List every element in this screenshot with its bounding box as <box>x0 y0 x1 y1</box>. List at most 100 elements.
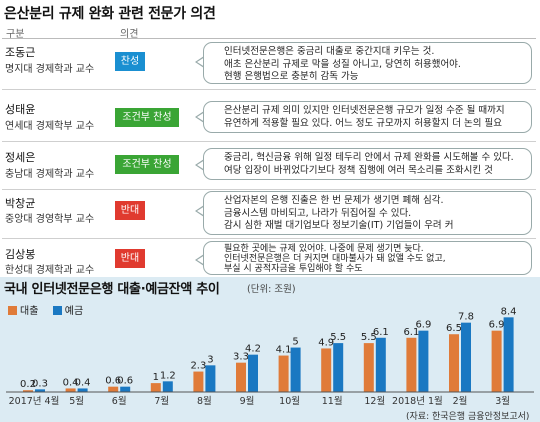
bubble-pointer-inner <box>197 112 205 122</box>
opinion-line: 유연하게 적용할 필요 있다. 어느 정도 규모까지 허용할지 더 논의 필요 <box>224 117 502 129</box>
stance-badge: 반대 <box>115 249 145 268</box>
bar-loan <box>449 334 459 392</box>
bubble-pointer-inner <box>197 255 205 265</box>
opinion-line: 인터넷전문은행은 더 커지면 대마불사가 돼 없앨 수도 없고, <box>224 254 446 264</box>
data-label-loan: 6.9 <box>489 320 505 331</box>
bubble-pointer-inner <box>197 160 205 170</box>
data-label-deposit: 6.1 <box>373 327 389 338</box>
x-tick-label: 7월 <box>154 395 169 407</box>
section-title: 은산분리 규제 완화 관련 전문가 의견 <box>4 6 216 22</box>
x-tick-label: 10월 <box>279 395 300 407</box>
expert-name: 김상봉 <box>5 248 36 261</box>
x-tick-label: 3월 <box>495 395 510 407</box>
expert-name: 정세은 <box>5 151 36 164</box>
x-tick-label: 11월 <box>322 395 343 407</box>
data-label-loan: 1 <box>153 372 159 383</box>
opinion-line: 감시 심한 재벌 대기업보다 정보기술(IT) 기업들이 우려 커 <box>224 220 454 231</box>
row-divider <box>2 238 536 239</box>
opinion-line: 은산분리 규제 의미 있지만 인터넷전문은행 규모가 일정 수준 될 때까지 <box>224 105 505 116</box>
column-header-expert: 구분 <box>6 29 25 40</box>
data-label-loan: 6.1 <box>403 327 419 338</box>
bar-loan <box>321 348 332 392</box>
data-label-deposit: 0.3 <box>32 378 48 389</box>
expert-affiliation: 연세대 경제학부 교수 <box>5 121 95 132</box>
data-label-loan: 6.5 <box>446 323 462 334</box>
opinion-bubble: 필요한 곳에는 규제 있어야. 나중에 문제 생기면 늦다. 인터넷전문은행은 … <box>203 241 532 275</box>
bar-deposit <box>418 330 429 392</box>
bar-deposit <box>333 343 344 392</box>
bar-deposit <box>375 337 386 392</box>
x-tick-label: 2017년 4월 <box>9 395 60 407</box>
expert-affiliation: 충남대 경제학과 교수 <box>5 169 95 180</box>
opinion-bubble: 은산분리 규제 의미 있지만 인터넷전문은행 규모가 일정 수준 될 때까지 유… <box>203 101 532 133</box>
data-label-loan: 0.6 <box>105 376 121 387</box>
bar-deposit <box>205 365 216 392</box>
legend-label-deposit: 예금 <box>64 306 84 317</box>
x-tick-label: 6월 <box>112 395 127 407</box>
legend-label-loan: 대출 <box>20 306 39 317</box>
opinion-bubble: 인터넷전문은행은 중금리 대출로 중간지대 키우는 것. 애초 은산분리 규제로… <box>203 42 532 84</box>
expert-affiliation: 중앙대 경영학부 교수 <box>5 214 95 225</box>
data-label-deposit: 6.9 <box>415 320 431 331</box>
data-label-loan: 5.5 <box>361 332 377 343</box>
chart-unit: (단위: 조원) <box>247 284 296 295</box>
data-label-deposit: 5.5 <box>330 332 346 343</box>
legend-swatch-deposit <box>52 306 62 315</box>
data-label-deposit: 0.6 <box>117 376 133 387</box>
bar-deposit <box>35 389 45 392</box>
expert-name: 박창균 <box>5 197 36 210</box>
data-label-deposit: 0.4 <box>75 377 91 388</box>
expert-affiliation: 한성대 경제학과 교수 <box>5 265 95 276</box>
data-label-loan: 0.2 <box>20 379 36 390</box>
data-label-deposit: 5 <box>292 337 298 348</box>
row-divider <box>2 189 536 190</box>
column-header-opinion: 의견 <box>120 29 139 40</box>
chart-title: 국내 인터넷전문은행 대출·예금잔액 추이 <box>4 282 220 297</box>
opinion-line: 여당 입장이 바뀌었다기보다 정책 집행에 여러 목소리를 조화시킨 것 <box>224 164 493 176</box>
expert-opinion-section: 은산분리 규제 완화 관련 전문가 의견 구분 의견 조동근 명지대 경제학과 … <box>2 6 536 276</box>
opinion-line: 산업자본의 은행 진출은 한 번 문제가 생기면 폐해 심각. <box>224 195 444 206</box>
stance-badge: 조건부 찬성 <box>115 108 179 127</box>
opinion-line: 애초 은산분리 규제로 막을 성질 아니고, 당연히 허용했어야. <box>224 58 461 70</box>
opinion-bubble: 산업자본의 은행 진출은 한 번 문제가 생기면 폐해 심각. 금융시스템 마비… <box>203 191 532 235</box>
x-tick-label: 8월 <box>197 395 212 407</box>
bar-loan <box>65 388 76 392</box>
data-label-loan: 4.1 <box>276 345 292 356</box>
legend-swatch-loan <box>8 306 17 315</box>
bar-loan <box>23 390 33 392</box>
expert-name: 조동근 <box>5 46 36 59</box>
data-label-deposit: 3 <box>207 354 213 365</box>
opinion-line: 부실 시 공적자금을 투입해야 할 수도 <box>224 264 363 274</box>
opinion-line: 현행 은행법으로 충분히 감독 가능 <box>224 71 359 82</box>
stance-badge: 찬성 <box>115 52 145 71</box>
bar-loan <box>491 330 502 392</box>
bar-deposit <box>461 322 471 392</box>
x-tick-label: 2월 <box>453 395 468 407</box>
data-label-loan: 3.3 <box>233 352 249 363</box>
opinion-bubble: 중금리, 혁신금융 위해 일정 테두리 안에서 규제 완화를 시도해볼 수 있다… <box>203 148 532 180</box>
bar-deposit <box>290 347 301 392</box>
row-divider <box>2 141 536 142</box>
chart-section: 국내 인터넷전문은행 대출·예금잔액 추이 (단위: 조원) 대출 예금 0.2… <box>0 277 540 422</box>
bar-deposit <box>77 388 88 392</box>
data-label-loan: 4.9 <box>318 337 334 348</box>
data-label-deposit: 1.2 <box>160 370 176 381</box>
x-tick-label: 9월 <box>240 395 255 407</box>
chart-source: (자료: 한국은행 금융안정보고서) <box>406 412 530 422</box>
bar-deposit <box>162 381 173 392</box>
x-tick-label: 12월 <box>364 395 385 407</box>
stance-badge: 조건부 찬성 <box>115 155 179 174</box>
expert-name: 성태윤 <box>5 103 36 116</box>
data-label-loan: 2.3 <box>190 361 206 372</box>
bar-loan <box>236 362 246 392</box>
bar-loan <box>363 343 374 392</box>
bar-loan <box>278 355 289 392</box>
bubble-pointer-inner <box>197 206 205 216</box>
data-label-deposit: 7.8 <box>458 312 474 323</box>
data-label-deposit: 4.2 <box>245 344 261 355</box>
bar-deposit <box>248 354 258 392</box>
bubble-pointer-inner <box>197 57 205 67</box>
bar-deposit <box>120 386 131 392</box>
opinion-line: 금융시스템 마비되고, 나라가 뒤집어질 수 있다. <box>224 207 412 219</box>
